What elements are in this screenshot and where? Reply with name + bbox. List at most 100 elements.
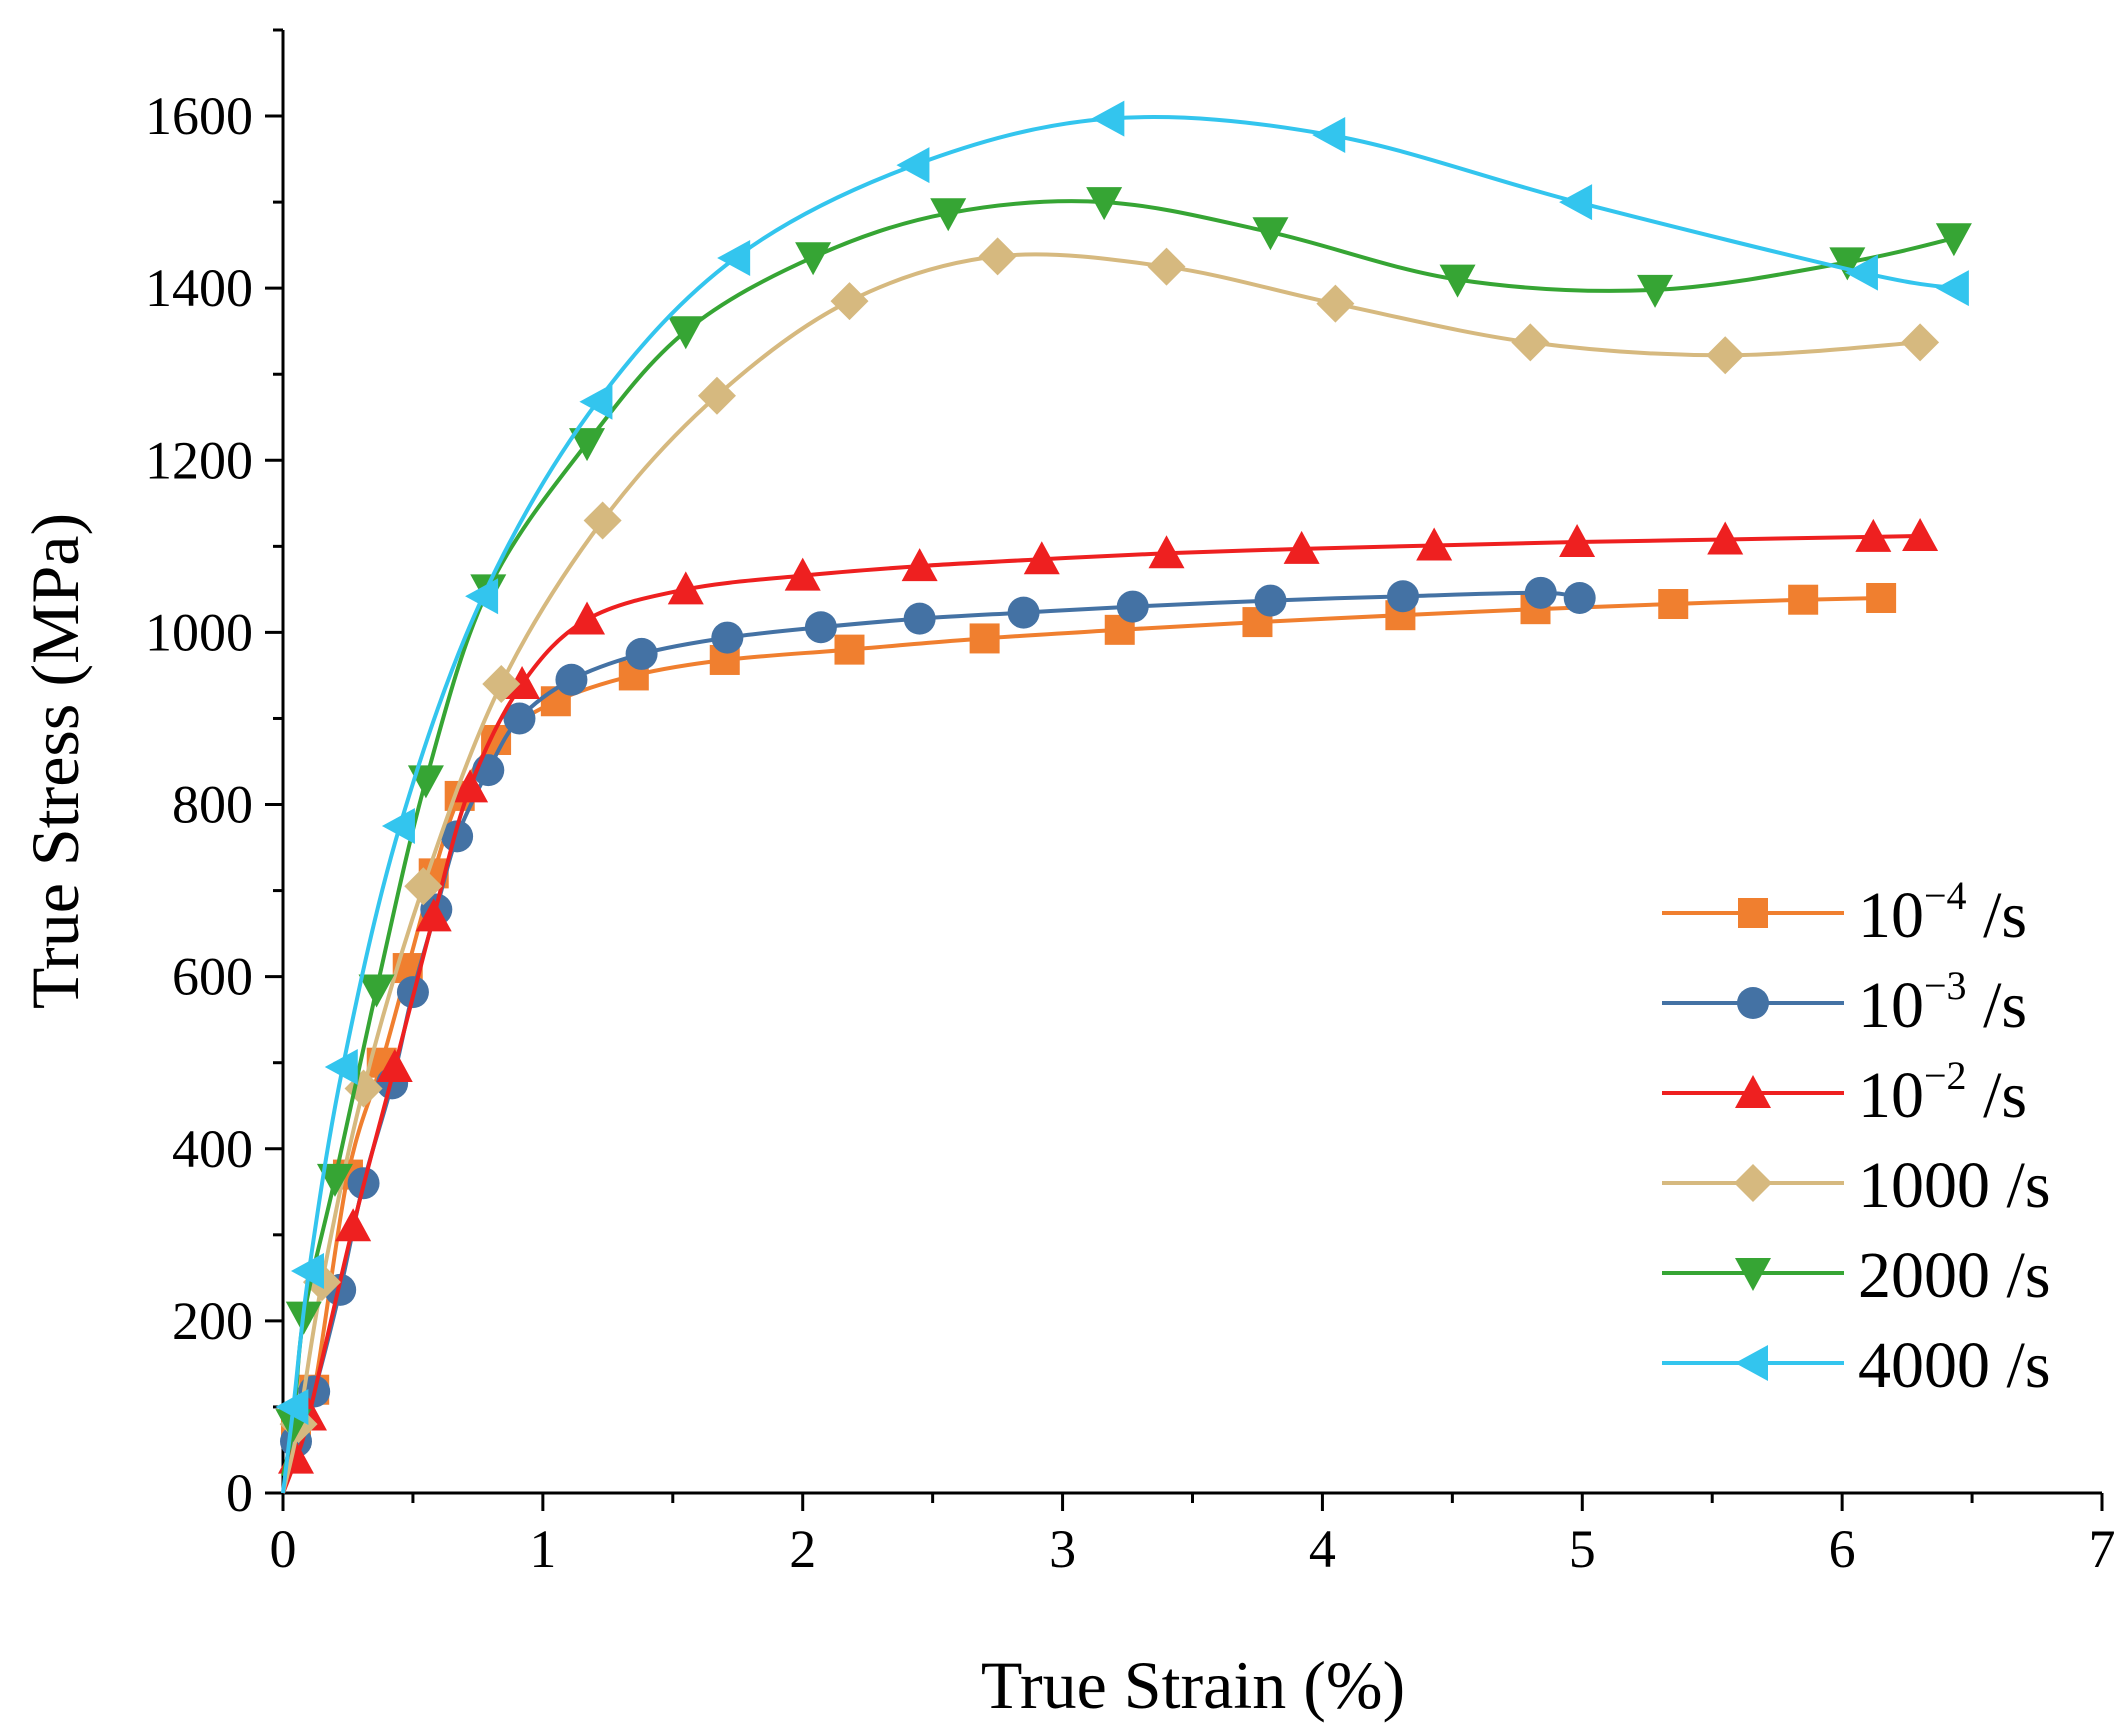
x-tick-label: 4 (1309, 1519, 1336, 1579)
legend-label-base: 10 (1858, 879, 1924, 952)
series-2 (277, 518, 1939, 1494)
legend-marker (1737, 987, 1769, 1019)
series-layer (275, 100, 1972, 1494)
data-point (1511, 323, 1550, 362)
legend-item: 1000 /s (1662, 1149, 2051, 1222)
y-tick-label: 1200 (145, 430, 253, 490)
legend-label: 1000 /s (1858, 1149, 2051, 1222)
series-1 (279, 576, 1596, 1494)
legend-label: 10−3 /s (1858, 963, 2027, 1042)
y-tick-label: 1400 (145, 258, 253, 318)
y-axis-title: True Stress (MPa) (17, 513, 93, 1009)
data-point (1559, 184, 1593, 221)
data-point (1637, 274, 1674, 308)
y-ticks: 0 200 400 600 800 1000 1200 1400 1600 (145, 28, 283, 1523)
x-axis-title: True Strain (%) (981, 1647, 1405, 1723)
legend-label: 2000 /s (1858, 1239, 2051, 1312)
data-point (711, 621, 744, 654)
x-tick-label: 7 (2089, 1519, 2116, 1579)
legend-label-suffix: /s (1967, 879, 2028, 952)
data-point (324, 1049, 358, 1086)
y-tick-label: 1000 (145, 602, 253, 662)
data-point (901, 548, 938, 582)
legend-item: 4000 /s (1662, 1329, 2051, 1402)
legend-label-base: 4000 (1858, 1329, 1990, 1402)
y-tick-label: 1600 (145, 86, 253, 146)
data-point (1844, 254, 1878, 291)
data-point (717, 240, 751, 277)
y-tick-label: 0 (226, 1463, 253, 1523)
legend-label-suffix: /s (1967, 1059, 2028, 1132)
x-tick-label: 1 (529, 1519, 556, 1579)
legend-label-base: 2000 (1858, 1239, 1990, 1312)
data-point (1148, 535, 1185, 569)
legend-item: 10−3 /s (1662, 963, 2027, 1042)
data-point (1312, 116, 1346, 153)
series-line (281, 534, 1921, 1494)
data-point (667, 316, 704, 350)
data-point (697, 376, 736, 415)
data-point (1935, 223, 1972, 257)
data-point (358, 974, 395, 1008)
data-point (579, 383, 613, 420)
data-point (784, 557, 821, 591)
legend-label-base: 10 (1858, 1059, 1924, 1132)
data-point (804, 611, 837, 644)
legend-label-base: 1000 (1858, 1149, 1990, 1222)
data-point (1901, 323, 1940, 362)
data-point (830, 282, 869, 321)
data-point (1788, 584, 1819, 615)
data-point (452, 769, 489, 803)
data-point (465, 578, 499, 615)
data-point (1147, 247, 1186, 286)
legend-label: 4000 /s (1858, 1329, 2051, 1402)
data-point (1902, 518, 1939, 552)
data-point (275, 1388, 309, 1425)
legend-marker (1735, 1258, 1771, 1291)
legend-label-sup: −3 (1924, 963, 1967, 1008)
data-point (1658, 589, 1689, 620)
data-point (415, 898, 452, 932)
data-point (903, 602, 936, 635)
data-point (1283, 530, 1320, 564)
data-point (335, 1208, 372, 1242)
series-line (281, 252, 1921, 1494)
series-line (281, 115, 1955, 1494)
legend-label-suffix: /s (1990, 1329, 2051, 1402)
data-point (1935, 270, 1969, 307)
data-point (1416, 527, 1453, 561)
legend-marker (1735, 1075, 1771, 1108)
data-point (1386, 580, 1419, 613)
y-tick-label: 400 (172, 1119, 253, 1179)
data-point (1524, 576, 1557, 609)
data-point (834, 634, 865, 665)
legend-label: 10−4 /s (1858, 873, 2027, 952)
x-tick-label: 0 (270, 1519, 297, 1579)
data-point (1439, 264, 1476, 298)
data-point (569, 601, 606, 635)
legend-item: 10−2 /s (1662, 1053, 2027, 1132)
data-point (290, 1252, 324, 1289)
data-point (1866, 582, 1897, 613)
data-point (1007, 596, 1040, 629)
series-line (281, 199, 1955, 1477)
data-point (896, 147, 930, 184)
x-tick-label: 3 (1049, 1519, 1076, 1579)
data-point (625, 637, 658, 670)
legend-label: 10−2 /s (1858, 1053, 2027, 1132)
data-point (1254, 584, 1287, 617)
data-point (381, 808, 415, 845)
legend-marker (1735, 1345, 1768, 1381)
x-tick-label: 5 (1569, 1519, 1596, 1579)
series-5 (275, 100, 1969, 1494)
data-point (667, 571, 704, 605)
series-3 (279, 237, 1940, 1494)
x-tick-label: 6 (1829, 1519, 1856, 1579)
data-point (1706, 336, 1745, 375)
legend-label-sup: −2 (1924, 1053, 1967, 1098)
data-point (503, 702, 536, 735)
data-point (1252, 217, 1289, 251)
data-point (1316, 284, 1355, 323)
series-line (281, 596, 1882, 1494)
